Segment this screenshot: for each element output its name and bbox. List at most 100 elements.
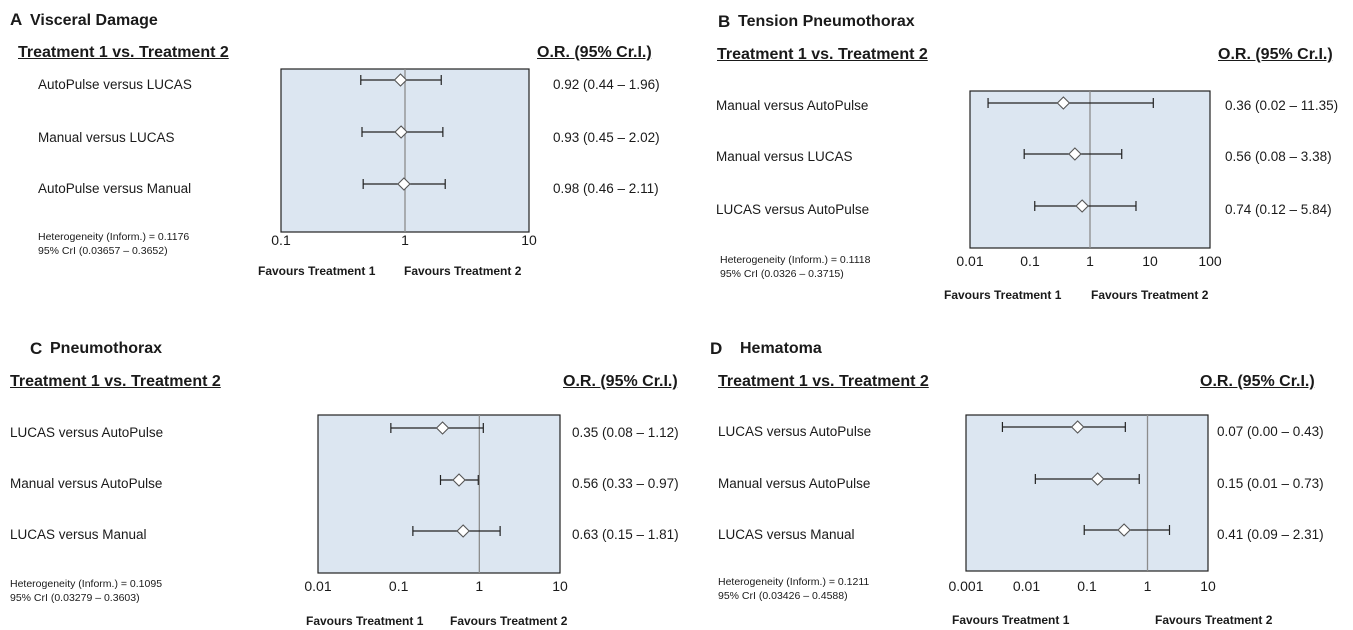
estimate-row <box>1001 420 1126 434</box>
row-label: LUCAS versus AutoPulse <box>716 202 870 217</box>
row-or-value: 0.74 (0.12 – 5.84) <box>1225 202 1332 217</box>
right-header: O.R. (95% Cr.I.) <box>1200 373 1315 390</box>
point-estimate-diamond <box>1070 420 1085 434</box>
left-header: Treatment 1 vs. Treatment 2 <box>10 373 221 390</box>
heterogeneity-crI-line: 95% CrI (0.03279 – 0.3603) <box>10 592 140 604</box>
point-estimate-diamond <box>393 73 408 87</box>
estimate-row <box>1034 199 1137 213</box>
panel-title: Visceral Damage <box>30 12 158 29</box>
favours-treatment-2: Favours Treatment 2 <box>404 264 522 278</box>
favours-treatment-2: Favours Treatment 2 <box>1091 288 1209 302</box>
estimate-row <box>390 421 484 435</box>
row-label: Manual versus LUCAS <box>716 149 853 164</box>
x-tick-label: 0.1 <box>389 578 409 594</box>
panel-letter: B <box>718 12 731 31</box>
panel-title: Pneumothorax <box>50 340 163 357</box>
x-tick-label: 0.001 <box>948 578 983 594</box>
panel-letter: A <box>10 10 23 29</box>
estimate-row <box>439 473 479 487</box>
x-tick-label: 10 <box>521 232 537 248</box>
right-header: O.R. (95% Cr.I.) <box>563 373 678 390</box>
point-estimate-diamond <box>456 524 470 538</box>
row-or-value: 0.07 (0.00 – 0.43) <box>1217 424 1324 439</box>
x-tick-label: 0.01 <box>304 578 331 594</box>
row-label: Manual versus AutoPulse <box>10 476 163 491</box>
x-tick-label: 0.1 <box>1020 253 1040 269</box>
panel-letter: C <box>30 339 43 358</box>
estimate-row <box>361 125 444 139</box>
favours-treatment-2: Favours Treatment 2 <box>450 614 568 628</box>
panel-title: Tension Pneumothorax <box>738 13 915 30</box>
point-estimate-diamond <box>397 177 411 191</box>
row-label: Manual versus AutoPulse <box>718 476 871 491</box>
favours-treatment-1: Favours Treatment 1 <box>258 264 376 278</box>
heterogeneity-crI-line: 95% CrI (0.0326 – 0.3715) <box>720 268 844 280</box>
left-header: Treatment 1 vs. Treatment 2 <box>717 46 928 63</box>
x-tick-label: 10 <box>1200 578 1216 594</box>
x-tick-label: 0.01 <box>956 253 983 269</box>
row-label: LUCAS versus AutoPulse <box>718 424 872 439</box>
row-or-value: 0.63 (0.15 – 1.81) <box>572 527 679 542</box>
x-tick-label: 1 <box>1144 578 1152 594</box>
x-tick-label: 10 <box>552 578 568 594</box>
x-tick-label: 10 <box>1142 253 1158 269</box>
point-estimate-diamond <box>435 421 450 435</box>
row-or-value: 0.41 (0.09 – 2.31) <box>1217 527 1324 542</box>
row-or-value: 0.98 (0.46 – 2.11) <box>553 181 659 196</box>
panel-tension-pneumothorax: B Tension Pneumothorax Treatment 1 vs. T… <box>700 0 1353 315</box>
point-estimate-diamond <box>452 473 466 487</box>
favours-treatment-1: Favours Treatment 1 <box>306 614 424 628</box>
point-estimate-diamond <box>394 125 408 139</box>
estimate-row <box>1083 523 1171 537</box>
row-label: AutoPulse versus LUCAS <box>38 77 192 92</box>
point-estimate-diamond <box>1075 199 1089 213</box>
row-or-value: 0.56 (0.33 – 0.97) <box>572 476 679 491</box>
plot-area <box>965 414 1209 572</box>
heterogeneity-line: Heterogeneity (Inform.) = 0.1095 <box>10 578 163 590</box>
row-or-value: 0.92 (0.44 – 1.96) <box>553 77 660 92</box>
x-tick-label: 0.1 <box>271 232 291 248</box>
favours-treatment-2: Favours Treatment 2 <box>1155 613 1273 627</box>
estimate-row <box>362 177 446 191</box>
forest-plot: 0.01 0.1 1 10 <box>304 414 568 594</box>
row-or-value: 0.15 (0.01 – 0.73) <box>1217 476 1324 491</box>
point-estimate-diamond <box>1068 147 1082 161</box>
row-label: LUCAS versus Manual <box>10 527 147 542</box>
row-or-value: 0.56 (0.08 – 3.38) <box>1225 149 1332 164</box>
left-header: Treatment 1 vs. Treatment 2 <box>718 373 929 390</box>
x-tick-label: 1 <box>1086 253 1094 269</box>
heterogeneity-line: Heterogeneity (Inform.) = 0.1118 <box>720 254 871 266</box>
x-tick-label: 0.1 <box>1077 578 1097 594</box>
row-or-value: 0.36 (0.02 – 11.35) <box>1225 98 1339 113</box>
estimate-row <box>987 96 1154 110</box>
panel-visceral-damage: A Visceral Damage Treatment 1 vs. Treatm… <box>0 0 676 315</box>
row-or-value: 0.35 (0.08 – 1.12) <box>572 425 679 440</box>
favours-treatment-1: Favours Treatment 1 <box>944 288 1062 302</box>
point-estimate-diamond <box>1056 96 1071 110</box>
estimate-row <box>1034 472 1140 486</box>
forest-plot: 0.1 1 10 <box>271 68 537 248</box>
point-estimate-diamond <box>1117 523 1131 537</box>
heterogeneity-crI-line: 95% CrI (0.03426 – 0.4588) <box>718 590 848 602</box>
heterogeneity-line: Heterogeneity (Inform.) = 0.1211 <box>718 576 870 588</box>
panel-title: Hematoma <box>740 340 822 357</box>
estimate-row <box>1023 147 1123 161</box>
heterogeneity-crI-line: 95% CrI (0.03657 – 0.3652) <box>38 245 168 257</box>
favours-treatment-1: Favours Treatment 1 <box>952 613 1070 627</box>
heterogeneity-line: Heterogeneity (Inform.) = 0.1176 <box>38 231 190 243</box>
panel-pneumothorax: C Pneumothorax Treatment 1 vs. Treatment… <box>0 325 700 630</box>
row-or-value: 0.93 (0.45 – 2.02) <box>553 130 660 145</box>
row-label: Manual versus LUCAS <box>38 130 175 145</box>
x-tick-label: 1 <box>401 232 409 248</box>
x-tick-label: 100 <box>1198 253 1222 269</box>
point-estimate-diamond <box>1090 472 1105 486</box>
estimate-row <box>360 73 442 87</box>
panel-hematoma: D Hematoma Treatment 1 vs. Treatment 2 O… <box>700 325 1353 630</box>
row-label: LUCAS versus Manual <box>718 527 855 542</box>
forest-plot: 0.01 0.1 1 10 100 <box>956 90 1222 269</box>
row-label: Manual versus AutoPulse <box>716 98 869 113</box>
forest-plot: 0.001 0.01 0.1 1 10 <box>948 414 1216 594</box>
x-tick-label: 1 <box>475 578 483 594</box>
row-label: AutoPulse versus Manual <box>38 181 192 196</box>
plot-area <box>317 414 561 574</box>
